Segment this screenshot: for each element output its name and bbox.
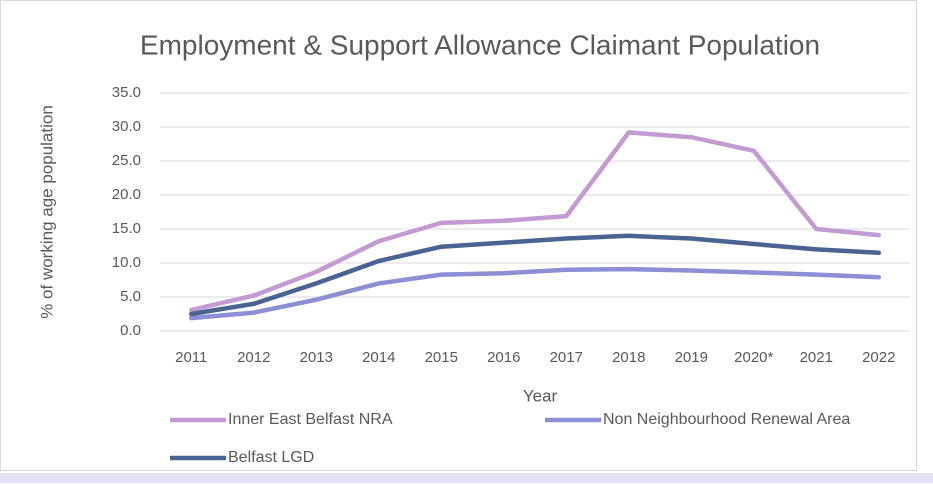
- legend-label: Non Neighbourhood Renewal Area: [603, 411, 850, 428]
- y-tick-label: 10.0: [112, 254, 141, 271]
- x-tick-label: 2015: [425, 349, 458, 366]
- x-axis-title: Year: [523, 386, 558, 405]
- y-tick-label: 25.0: [112, 152, 141, 169]
- y-axis-title: % of working age population: [37, 105, 56, 319]
- x-tick-label: 2012: [237, 349, 270, 366]
- y-tick-label: 15.0: [112, 220, 141, 237]
- y-tick-label: 5.0: [120, 288, 141, 305]
- series-line: [189, 266, 882, 321]
- y-tick-label: 0.0: [120, 322, 141, 339]
- x-tick-label: 2013: [300, 349, 333, 366]
- y-tick-label: 20.0: [112, 186, 141, 203]
- x-tick-label: 2017: [550, 349, 583, 366]
- x-tick-label: 2018: [612, 349, 645, 366]
- x-tick-label: 2016: [487, 349, 520, 366]
- x-tick-label: 2022: [862, 349, 895, 366]
- x-tick-label: 2011: [175, 349, 207, 366]
- legend-label: Inner East Belfast NRA: [228, 411, 393, 428]
- chart-title: Employment & Support Allowance Claimant …: [140, 29, 820, 60]
- x-tick-label: 2014: [362, 349, 395, 366]
- x-tick-label: 2021: [800, 349, 833, 366]
- y-tick-label: 35.0: [112, 84, 141, 101]
- series-line: [189, 130, 882, 313]
- chart-frame: [0, 0, 917, 471]
- x-tick-label: 2020*: [734, 349, 773, 366]
- legend-label: Belfast LGD: [228, 449, 314, 466]
- x-tick-label: 2019: [675, 349, 708, 366]
- series-line: [189, 233, 882, 317]
- y-tick-label: 30.0: [112, 118, 141, 135]
